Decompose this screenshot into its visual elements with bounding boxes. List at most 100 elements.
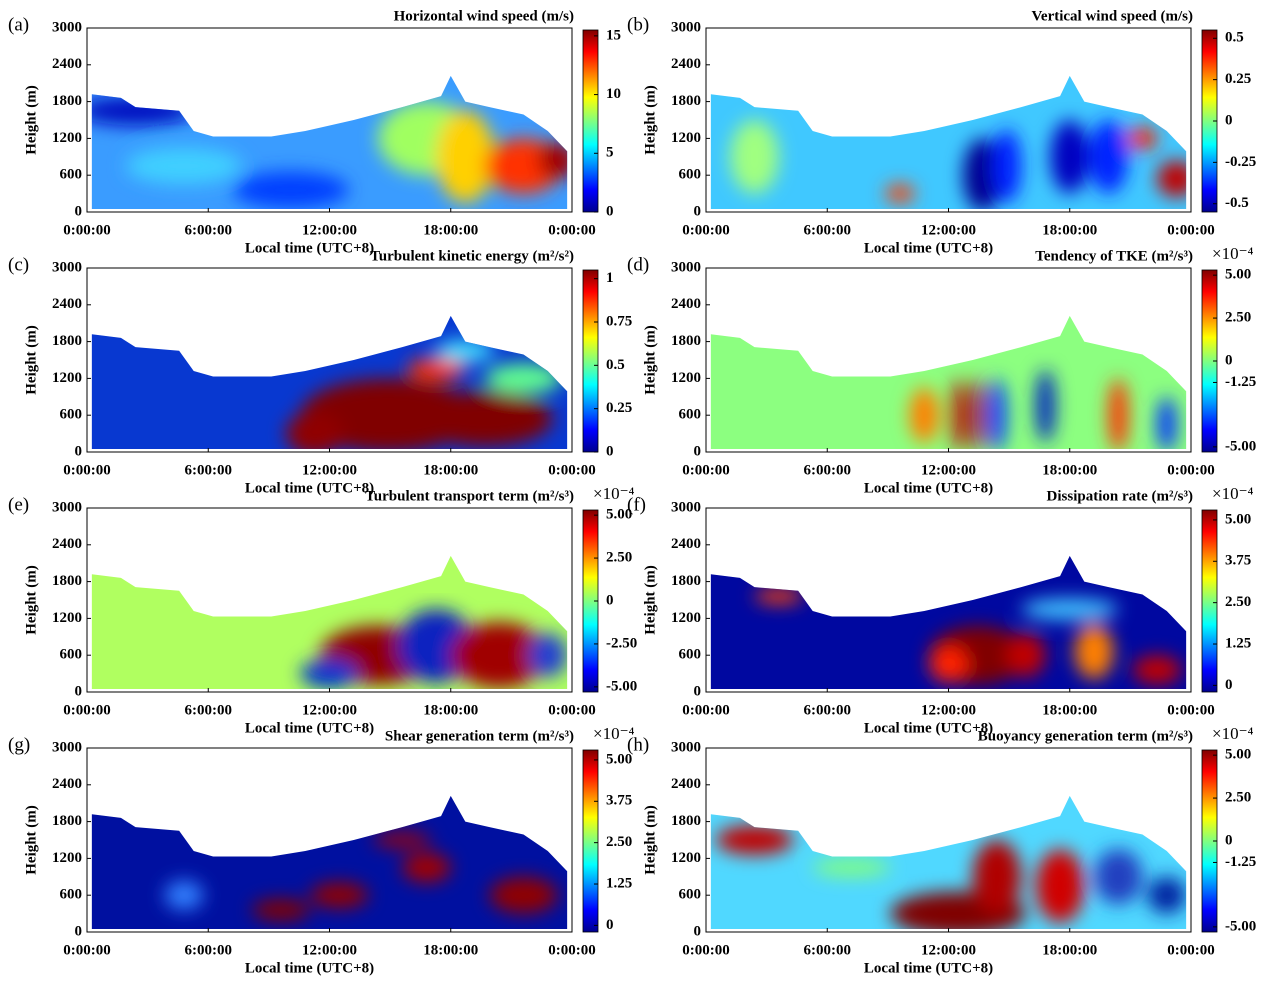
- x-tick-label: 0:00:00: [682, 702, 730, 718]
- field-blob: [909, 387, 939, 443]
- chart-title: Vertical wind speed (m/s): [1031, 8, 1193, 24]
- x-tick-label: 0:00:00: [1167, 942, 1215, 958]
- y-tick-label: 3000: [52, 19, 82, 35]
- y-tick-label: 2400: [52, 536, 82, 552]
- colorbar-tick-label: 0: [606, 443, 614, 459]
- chart-title: Tendency of TKE (m²/s³): [1035, 248, 1193, 264]
- field: [710, 315, 1187, 449]
- y-tick-label: 1200: [52, 370, 82, 386]
- field-blob: [987, 378, 1007, 449]
- field-blob: [450, 622, 548, 689]
- y-tick-label: 1200: [671, 370, 701, 386]
- x-tick-label: 18:00:00: [423, 462, 478, 478]
- y-tick-label: 1800: [52, 573, 82, 589]
- colorbar-multiplier: ×10⁻⁴: [593, 724, 635, 743]
- field-blob: [812, 858, 891, 877]
- y-axis-label: Height (m): [23, 85, 39, 155]
- colorbar-tick-label: 1.25: [1225, 635, 1251, 651]
- x-tick-label: 0:00:00: [682, 222, 730, 238]
- y-tick-label: 600: [679, 407, 702, 423]
- y-tick-label: 2400: [52, 56, 82, 72]
- x-tick-label: 12:00:00: [302, 222, 357, 238]
- colorbar-multiplier: ×10⁻⁴: [1212, 484, 1254, 503]
- x-tick-label: 0:00:00: [63, 942, 111, 958]
- x-axis-label: Local time (UTC+8): [245, 720, 374, 736]
- colorbar: [582, 29, 599, 213]
- x-tick-label: 6:00:00: [804, 702, 852, 718]
- x-tick-label: 0:00:00: [63, 462, 111, 478]
- field-blob: [1050, 120, 1090, 194]
- x-tick-label: 12:00:00: [302, 942, 357, 958]
- field-blob: [963, 138, 1002, 209]
- colorbar-tick-label: 0: [606, 203, 614, 219]
- field: [710, 555, 1187, 689]
- y-tick-label: 0: [694, 443, 702, 459]
- field-blob: [251, 898, 311, 921]
- colorbar-tick-label: 0.25: [1225, 71, 1251, 87]
- x-tick-label: 6:00:00: [185, 222, 233, 238]
- x-tick-label: 6:00:00: [804, 222, 852, 238]
- y-tick-label: 1200: [52, 850, 82, 866]
- field-blob: [1127, 127, 1158, 150]
- colorbar-tick-label: 2.50: [606, 550, 632, 566]
- y-tick-label: 600: [679, 167, 702, 183]
- field-blobs: [730, 120, 1187, 209]
- field-blob: [407, 358, 466, 381]
- colorbar-tick-label: 0: [606, 592, 614, 608]
- y-tick-label: 1800: [671, 813, 701, 829]
- x-tick-label: 0:00:00: [548, 462, 596, 478]
- colorbar-tick-label: 2.50: [606, 834, 632, 850]
- y-axis-label: Height (m): [23, 325, 39, 395]
- y-tick-label: 0: [75, 443, 83, 459]
- panel-label: (a): [8, 14, 29, 35]
- panel-label: (d): [627, 254, 649, 275]
- panel-label: (b): [627, 14, 649, 35]
- field-blob: [715, 825, 794, 855]
- panel: 0:00:00 6:00:00 12:00:00 18:00:00 0:00:00 0 60…: [8, 724, 635, 977]
- x-tick-label: 6:00:00: [185, 942, 233, 958]
- x-tick-label: 0:00:00: [1167, 222, 1215, 238]
- colorbar-tick-label: -0.25: [1225, 154, 1256, 170]
- field-blob: [1006, 633, 1046, 678]
- field-blob: [1157, 160, 1187, 198]
- colorbar-tick-label: 5.00: [1225, 267, 1251, 283]
- colorbar-tick-label: 1: [606, 270, 614, 286]
- field-blob: [929, 646, 968, 683]
- x-tick-label: 18:00:00: [423, 222, 478, 238]
- y-tick-label: 2400: [671, 296, 701, 312]
- x-tick-label: 0:00:00: [682, 942, 730, 958]
- y-tick-label: 0: [694, 923, 702, 939]
- y-tick-label: 1800: [671, 93, 701, 109]
- y-tick-label: 3000: [52, 499, 82, 515]
- y-tick-label: 2400: [52, 296, 82, 312]
- colorbar-tick-label: 5.00: [1225, 747, 1251, 763]
- x-tick-label: 12:00:00: [921, 222, 976, 238]
- y-tick-label: 1800: [52, 813, 82, 829]
- field: [91, 315, 568, 449]
- colorbar-tick-label: 0: [1225, 352, 1233, 368]
- field-blobs: [300, 609, 568, 689]
- colorbar-tick-label: 0: [606, 917, 614, 933]
- colorbar-tick-label: 3.75: [1225, 553, 1251, 569]
- x-axis-label: Local time (UTC+8): [864, 480, 993, 496]
- field-blobs: [909, 369, 1177, 449]
- colorbar-tick-label: 0.25: [606, 400, 632, 416]
- y-tick-label: 3000: [671, 739, 701, 755]
- field: [710, 795, 1187, 929]
- x-tick-label: 12:00:00: [921, 702, 976, 718]
- colorbar-tick-label: 5.00: [1225, 511, 1251, 527]
- x-tick-label: 0:00:00: [548, 222, 596, 238]
- field: [91, 555, 568, 689]
- colorbar-tick-label: 5.00: [606, 751, 632, 767]
- field-blobs: [754, 588, 1182, 685]
- field-blob: [538, 142, 568, 179]
- y-tick-label: 0: [75, 923, 83, 939]
- field-blobs: [164, 832, 558, 921]
- x-tick-label: 12:00:00: [302, 462, 357, 478]
- colorbar-tick-label: -1.25: [1225, 374, 1256, 390]
- x-tick-label: 18:00:00: [1042, 942, 1097, 958]
- colorbar-tick-label: 0: [1225, 832, 1233, 848]
- colorbar-tick-label: 10: [606, 86, 621, 102]
- y-axis-label: Height (m): [642, 565, 658, 635]
- x-axis-label: Local time (UTC+8): [245, 240, 374, 256]
